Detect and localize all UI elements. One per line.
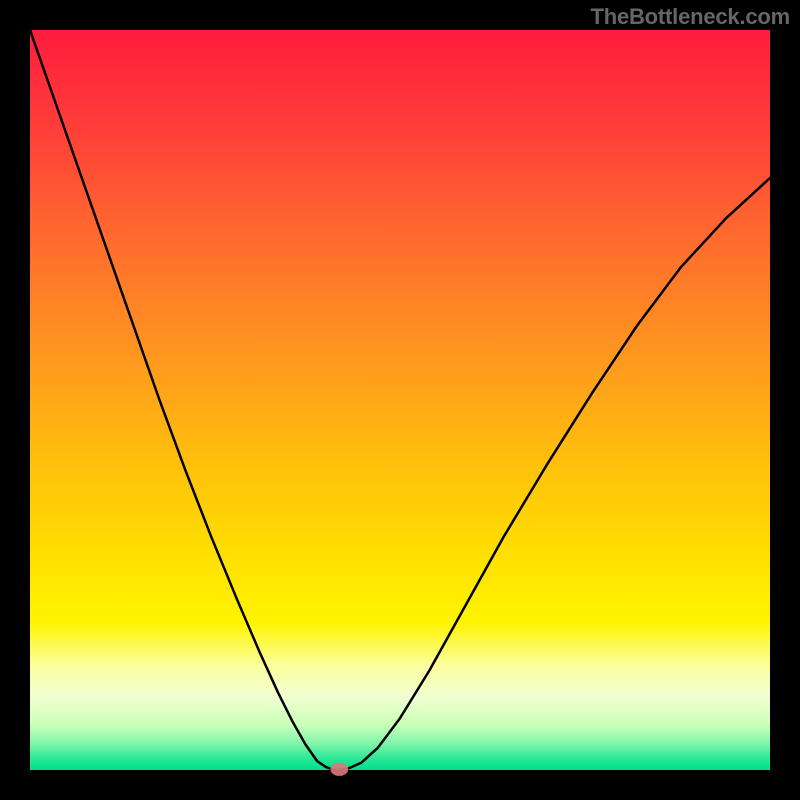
bottleneck-chart xyxy=(0,0,800,800)
watermark-text: TheBottleneck.com xyxy=(590,4,790,30)
chart-frame: TheBottleneck.com xyxy=(0,0,800,800)
plot-background xyxy=(30,30,770,770)
minimum-marker xyxy=(330,763,348,776)
